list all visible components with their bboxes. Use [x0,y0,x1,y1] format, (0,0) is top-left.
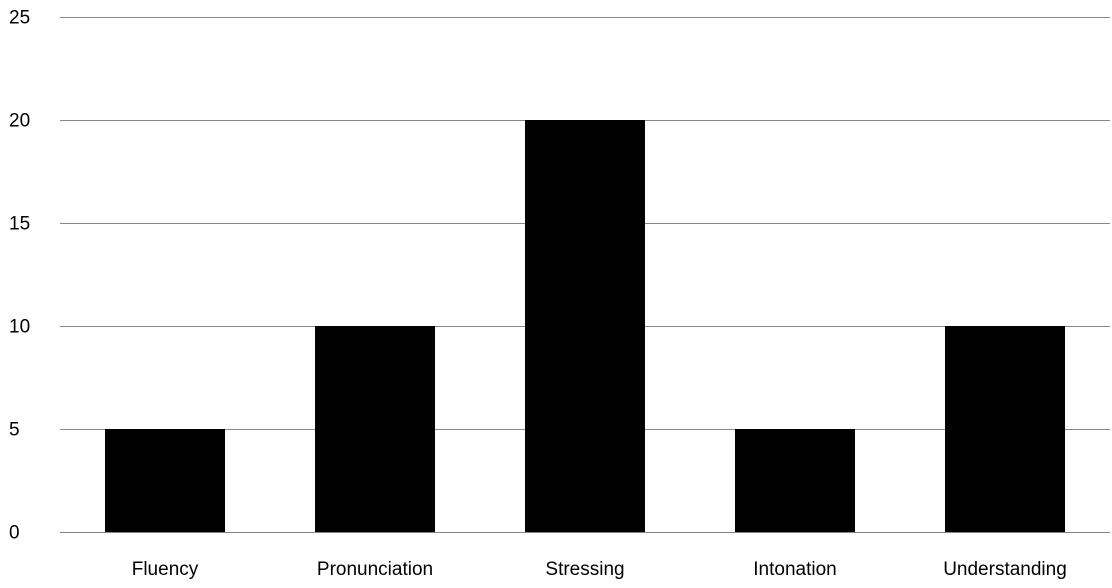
x-tick-label-pronunciation: Pronunciation [317,559,433,580]
bars [105,120,1065,532]
y-axis-tick-labels: 0 5 10 15 20 25 [9,8,30,544]
bar-stressing [525,120,645,532]
x-tick-label-fluency: Fluency [132,559,199,580]
y-tick-label: 25 [9,8,30,29]
x-axis-tick-labels: Fluency Pronunciation Stressing Intonation U… [132,559,1067,580]
y-tick-label: 20 [9,111,30,132]
x-tick-label-intonation: Intonation [753,559,836,580]
x-tick-label-understanding: Understanding [943,559,1067,580]
y-tick-label: 5 [9,420,20,441]
y-tick-label: 15 [9,214,30,235]
bar-intonation [735,429,855,532]
bar-fluency [105,429,225,532]
bar-understanding [945,326,1065,532]
y-tick-label: 0 [9,523,20,544]
y-tick-label: 10 [9,317,30,338]
bar-pronunciation [315,326,435,532]
x-tick-label-stressing: Stressing [545,559,624,580]
